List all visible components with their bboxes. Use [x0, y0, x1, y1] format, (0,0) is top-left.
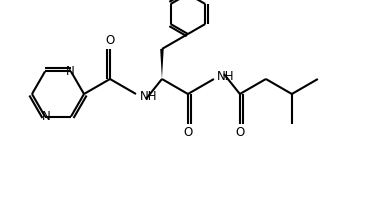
Polygon shape	[160, 49, 164, 79]
Text: NH: NH	[217, 71, 234, 84]
Text: N: N	[42, 110, 50, 123]
Text: O: O	[106, 34, 114, 47]
Text: O: O	[235, 126, 244, 139]
Text: N: N	[66, 65, 74, 78]
Text: NH: NH	[140, 89, 158, 102]
Text: O: O	[183, 126, 192, 139]
